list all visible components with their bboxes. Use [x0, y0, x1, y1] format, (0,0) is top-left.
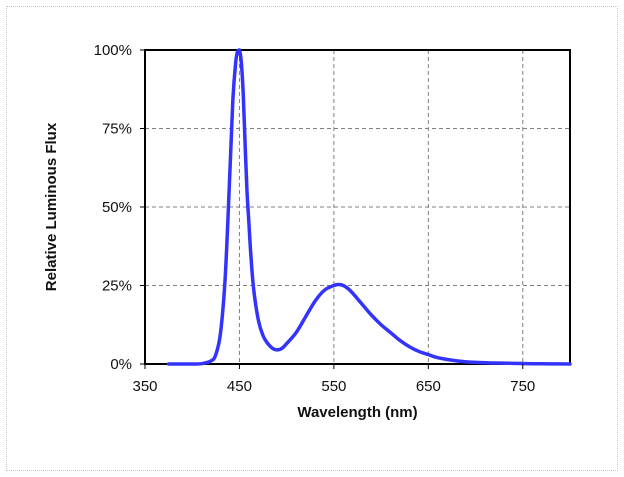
chart-frame	[6, 6, 618, 471]
spectrum-line	[166, 48, 572, 366]
y-tick-label: 0%	[110, 356, 132, 373]
y-axis-label: Relative Luminous Flux	[43, 122, 60, 291]
x-tick-label: 550	[321, 378, 346, 395]
x-tick-label: 350	[132, 378, 157, 395]
grid-lines	[145, 50, 570, 364]
x-tick-label: 650	[416, 378, 441, 395]
x-tick-label: 450	[227, 378, 252, 395]
y-tick-label: 75%	[102, 121, 132, 138]
x-tick-label: 750	[510, 378, 535, 395]
x-axis-label: Wavelength (nm)	[297, 404, 417, 421]
y-tick-label: 100%	[94, 42, 132, 59]
x-axis-ticks: 350 450 550 650 750	[132, 364, 535, 395]
y-tick-label: 50%	[102, 199, 132, 216]
y-tick-label: 25%	[102, 278, 132, 295]
y-axis-ticks: 0% 25% 50% 75% 100%	[94, 42, 145, 373]
